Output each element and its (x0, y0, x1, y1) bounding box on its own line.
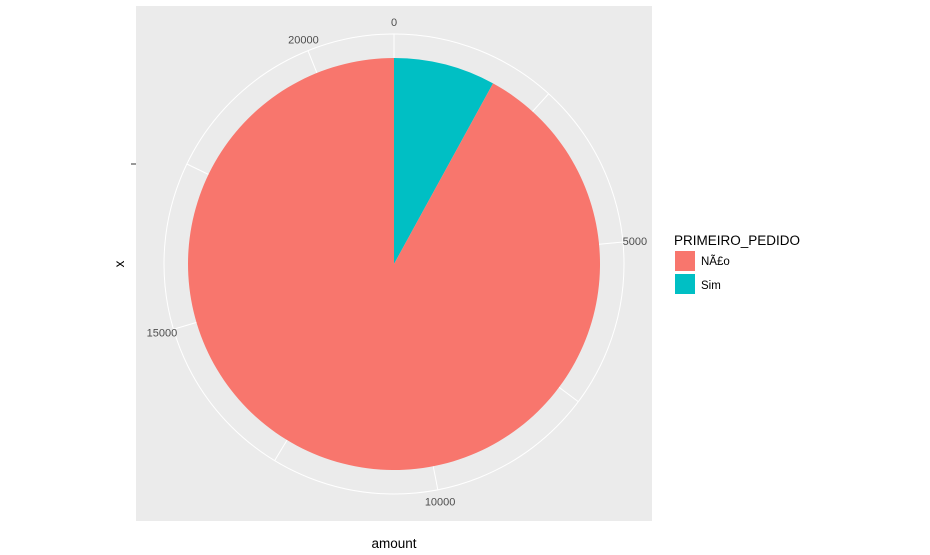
legend-key-nao (675, 251, 695, 271)
theta-tick-label: 15000 (147, 328, 178, 340)
pie-slice-nao (188, 58, 601, 471)
legend-key-sim (675, 274, 695, 294)
pie-slice-sim (394, 58, 494, 264)
theta-tick-label: 20000 (288, 35, 319, 47)
legend-title: PRIMEIRO_PEDIDO (674, 233, 800, 248)
theta-tick-labels: 0 5000 10000 15000 20000 (147, 17, 647, 509)
theta-tick-label: 0 (391, 17, 397, 29)
pie-slices (188, 58, 601, 471)
legend-label-nao: NÃ£o (701, 255, 730, 268)
legend-label-sim: Sim (701, 280, 721, 292)
theta-tick-label: 5000 (623, 236, 647, 248)
y-axis-title: x (112, 260, 127, 267)
x-axis-title: amount (371, 536, 416, 551)
theta-tick-label: 10000 (425, 497, 456, 509)
legend: PRIMEIRO_PEDIDO NÃ£o Sim (674, 233, 800, 294)
